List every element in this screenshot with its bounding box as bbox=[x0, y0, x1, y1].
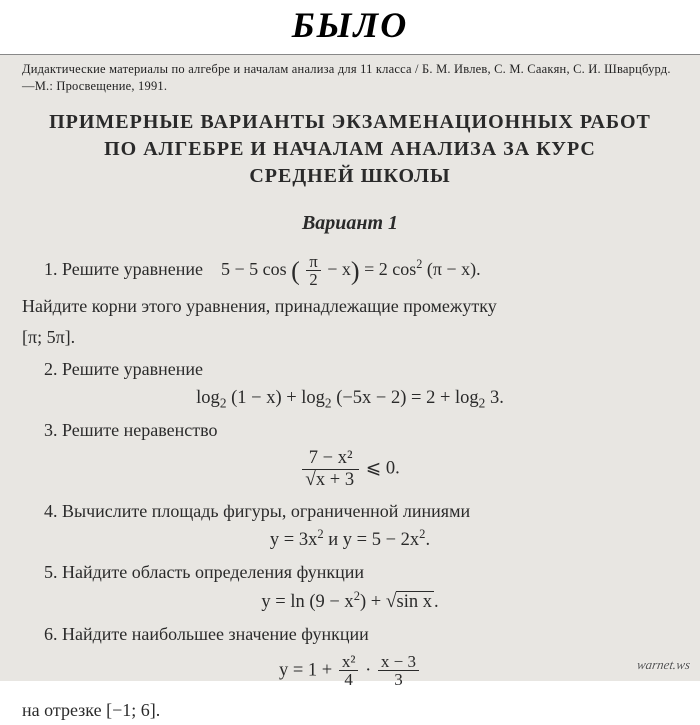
problem-1-followup: Найдите корни этого уравнения, принадлеж… bbox=[22, 293, 678, 321]
problem-6-text: 6. Найдите наибольшее значение функции bbox=[44, 624, 369, 644]
equation-6: y = 1 + x²4 · x − 33 bbox=[22, 653, 678, 690]
problem-1-text: 1. Решите уравнение bbox=[44, 259, 203, 279]
problem-1-interval: [π; 5π]. bbox=[22, 324, 678, 352]
problem-5-text: 5. Найдите область определения функции bbox=[44, 562, 364, 582]
problem-6: 6. Найдите наибольшее значение функции bbox=[22, 621, 678, 649]
problem-3-text: 3. Решите неравенство bbox=[44, 420, 217, 440]
heading-line-3: СРЕДНЕЙ ШКОЛЫ bbox=[249, 165, 450, 187]
problem-3: 3. Решите неравенство bbox=[22, 417, 678, 445]
problem-2: 2. Решите уравнение bbox=[22, 356, 678, 384]
heading-line-2: ПО АЛГЕБРЕ И НАЧАЛАМ АНАЛИЗА ЗА КУРС bbox=[104, 138, 596, 160]
problem-1: 1. Решите уравнение 5 − 5 cos ( π2 − x) … bbox=[22, 253, 678, 289]
equation-5: y = ln (9 − x2) + sin x. bbox=[22, 591, 678, 613]
heading-line-1: ПРИМЕРНЫЕ ВАРИАНТЫ ЭКЗАМЕНАЦИОННЫХ РАБОТ bbox=[49, 111, 651, 133]
problem-2-text: 2. Решите уравнение bbox=[44, 359, 203, 379]
problem-4: 4. Вычислите площадь фигуры, ограниченно… bbox=[22, 498, 678, 526]
equation-1: 5 − 5 cos ( π2 − x) = 2 cos2 (π − x). bbox=[221, 259, 481, 279]
problem-6-tail: на отрезке [−1; 6]. bbox=[22, 697, 678, 725]
watermark: warnet.ws bbox=[636, 657, 691, 673]
equation-4: y = 3x2 и y = 5 − 2x2. bbox=[22, 530, 678, 551]
problem-4-text: 4. Вычислите площадь фигуры, ограниченно… bbox=[44, 501, 470, 521]
book-citation: Дидактические материалы по алгебре и нач… bbox=[22, 61, 678, 95]
equation-2: log2 (1 − x) + log2 (−5x − 2) = 2 + log2… bbox=[22, 388, 678, 409]
scanned-page: Дидактические материалы по алгебре и нач… bbox=[0, 54, 700, 681]
meme-top-caption: БЫЛО bbox=[0, 0, 700, 54]
equation-3: 7 − x² x + 3 ⩽ 0. bbox=[22, 449, 678, 490]
problem-5: 5. Найдите область определения функции bbox=[22, 559, 678, 587]
variant-title: Вариант 1 bbox=[22, 212, 678, 235]
main-heading: ПРИМЕРНЫЕ ВАРИАНТЫ ЭКЗАМЕНАЦИОННЫХ РАБОТ… bbox=[32, 109, 668, 190]
